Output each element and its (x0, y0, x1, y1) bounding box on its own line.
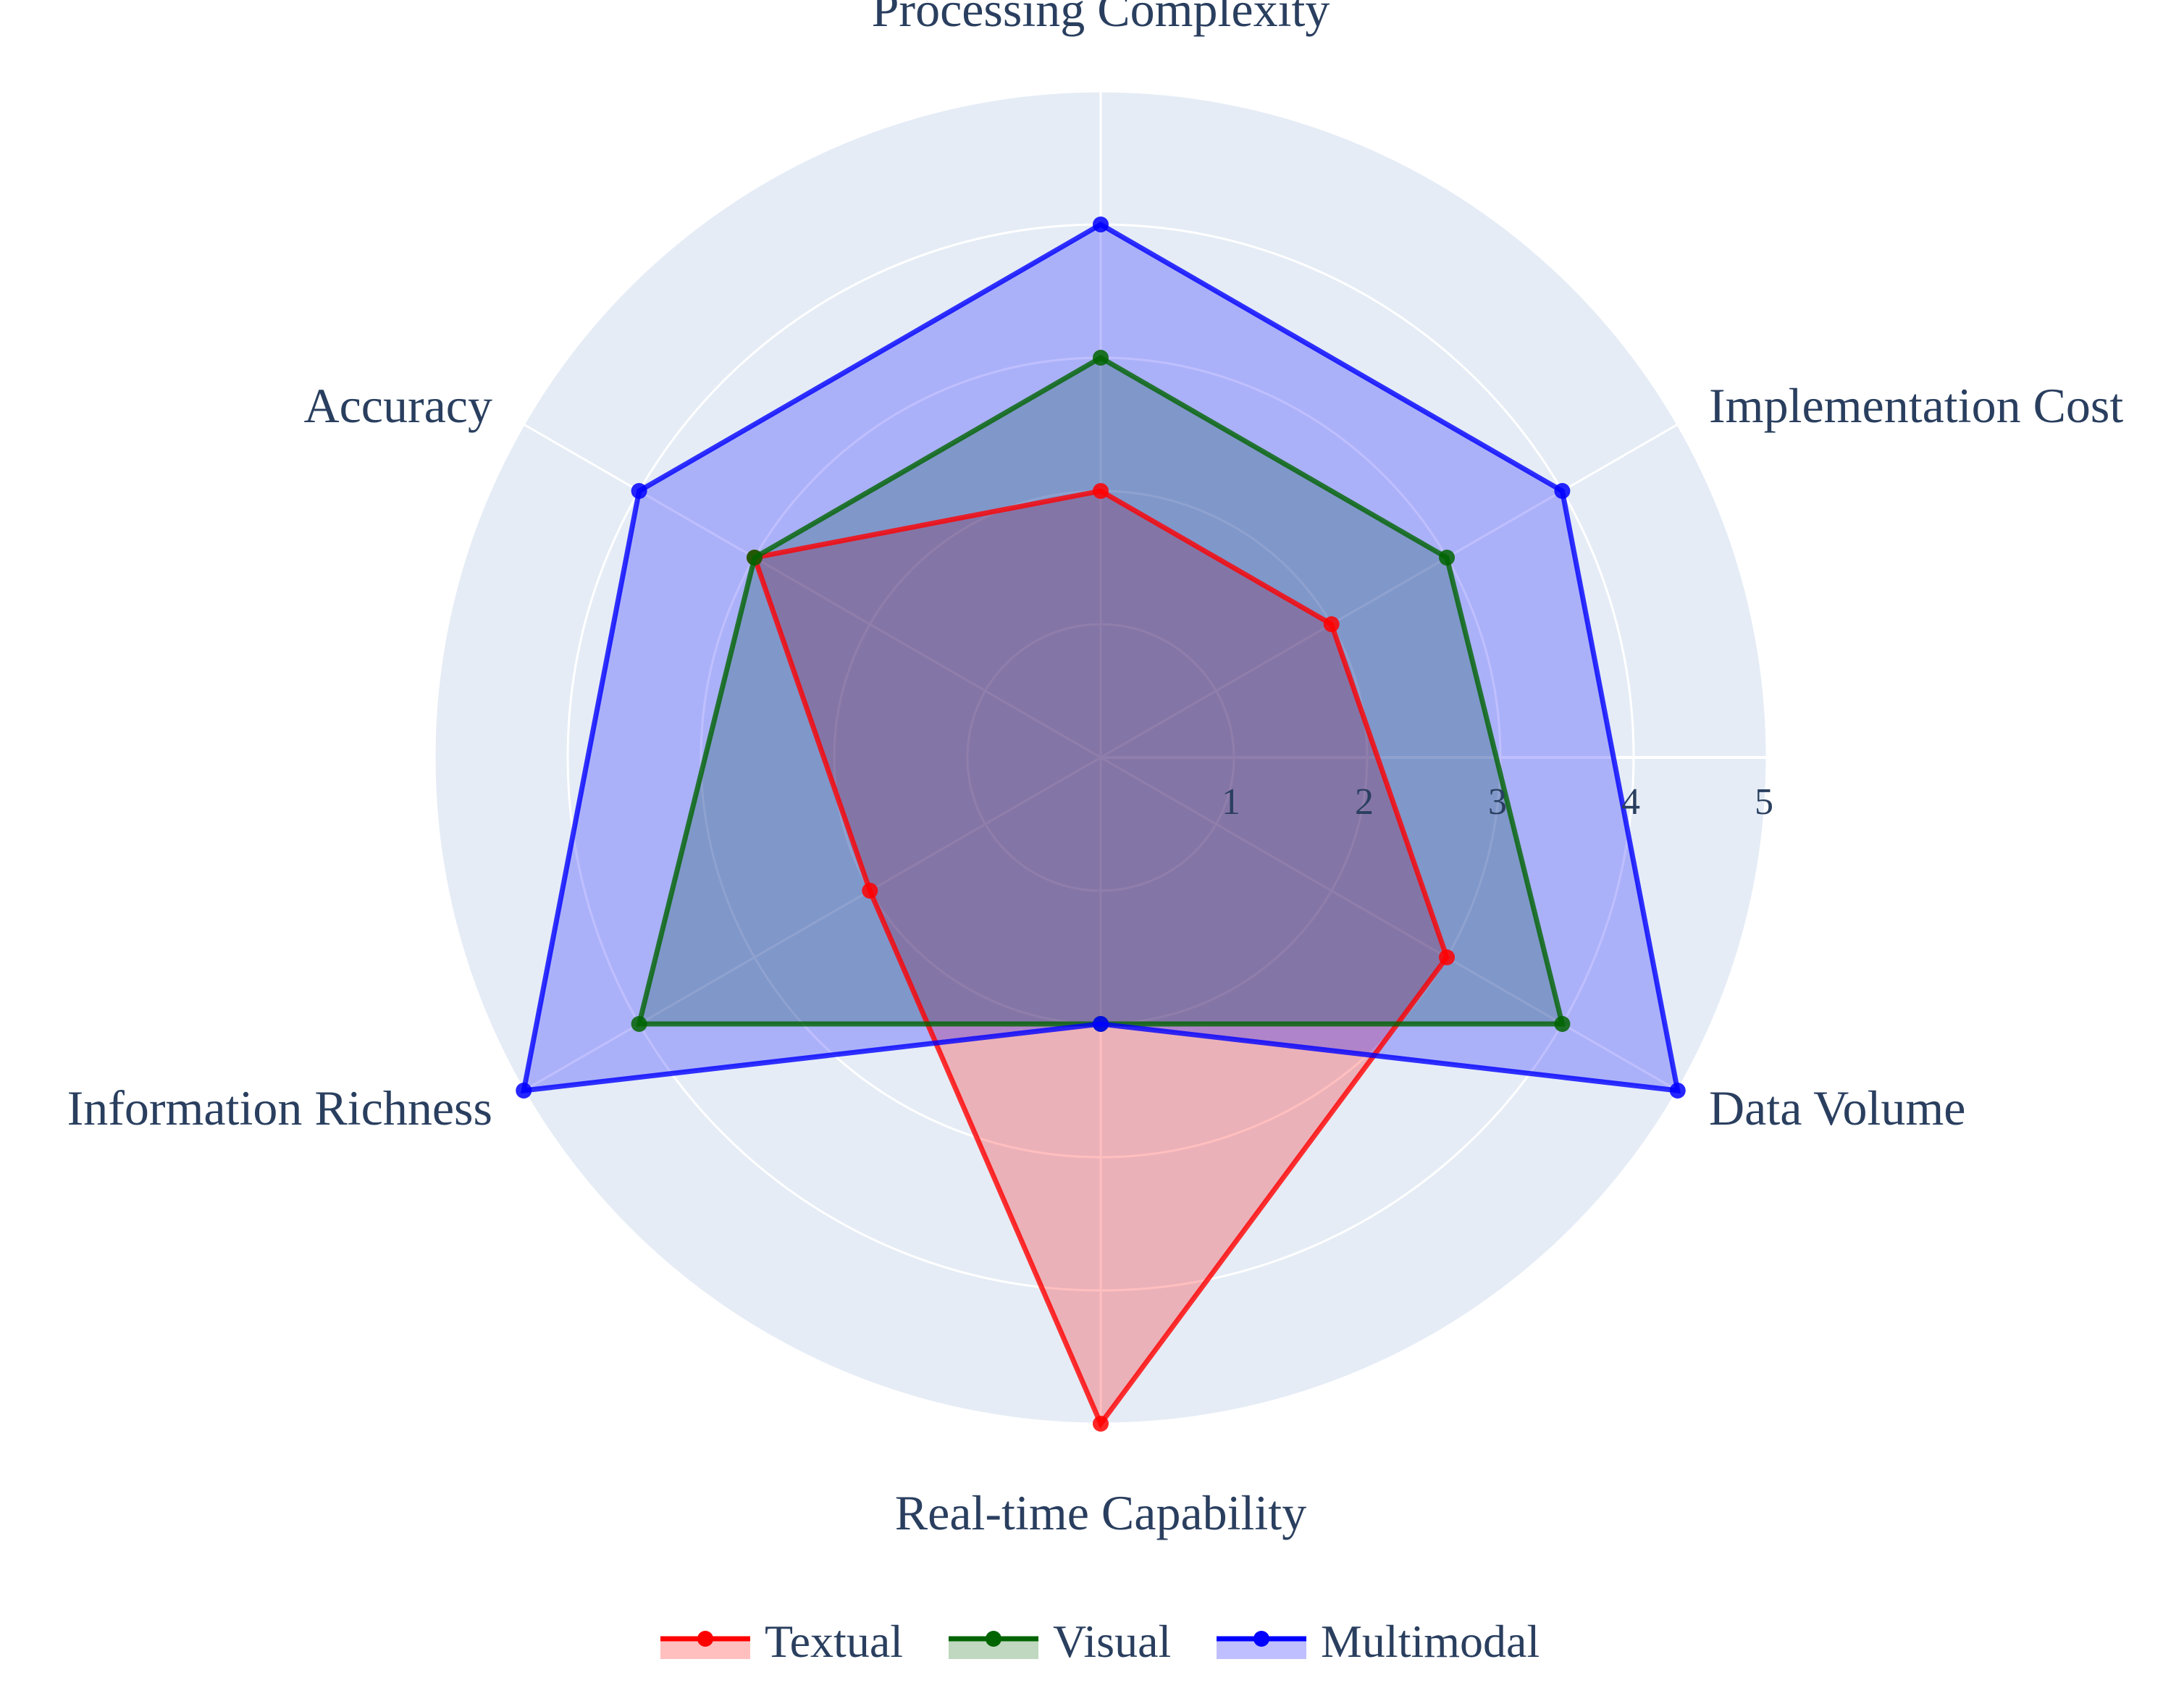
series-fill-visual (639, 358, 1563, 1024)
legend: Textual Visual Multimodal (660, 1616, 1540, 1667)
data-point-textual-1 (1323, 616, 1340, 632)
axis-label-processing-complexity: Processing Complexity (872, 0, 1330, 37)
data-point-multimodal-3 (1093, 1016, 1109, 1032)
grid-spoke (1100, 756, 1679, 1092)
grid-spoke (1100, 423, 1679, 759)
data-point-visual-2 (1554, 1016, 1571, 1032)
grid-spoke (523, 423, 1101, 759)
legend-label: Multimodal (1321, 1616, 1540, 1667)
data-point-multimodal-4 (516, 1083, 532, 1099)
legend-swatch-marker (697, 1631, 713, 1647)
radial-tick-label: 4 (1621, 781, 1640, 823)
radial-tick-label: 2 (1355, 781, 1374, 823)
data-point-textual-3 (1093, 1416, 1109, 1432)
data-point-multimodal-1 (1554, 483, 1571, 499)
legend-swatch-marker (986, 1631, 1001, 1647)
legend-swatch-marker (1253, 1631, 1269, 1647)
data-point-visual-4 (631, 1016, 647, 1032)
legend-item-visual[interactable]: Visual (949, 1616, 1171, 1667)
radial-tick-label: 5 (1755, 781, 1773, 823)
data-point-visual-5 (746, 550, 763, 566)
data-point-visual-0 (1093, 350, 1109, 366)
data-point-textual-4 (862, 883, 878, 899)
legend-item-multimodal[interactable]: Multimodal (1217, 1616, 1540, 1667)
data-point-multimodal-2 (1669, 1083, 1686, 1099)
axis-label-implementation-cost: Implementation Cost (1709, 378, 2123, 433)
legend-item-textual[interactable]: Textual (660, 1616, 903, 1667)
axis-label-accuracy: Accuracy (303, 378, 492, 433)
data-point-textual-2 (1439, 949, 1456, 965)
axis-label-data-volume: Data Volume (1709, 1080, 1965, 1135)
legend-label: Visual (1053, 1616, 1171, 1667)
series-fill-multimodal (524, 224, 1678, 1091)
data-point-textual-0 (1093, 483, 1109, 499)
radial-tick-label: 3 (1488, 781, 1507, 823)
legend-label: Textual (765, 1616, 903, 1667)
data-point-visual-1 (1439, 550, 1456, 566)
radial-tick-label: 1 (1222, 781, 1240, 823)
grid-spoke (523, 756, 1101, 1092)
axis-label-real-time-capability: Real-time Capability (895, 1485, 1306, 1540)
data-point-multimodal-5 (631, 483, 647, 499)
data-point-multimodal-0 (1093, 217, 1109, 232)
axis-label-information-richness: Information Richness (67, 1080, 492, 1135)
